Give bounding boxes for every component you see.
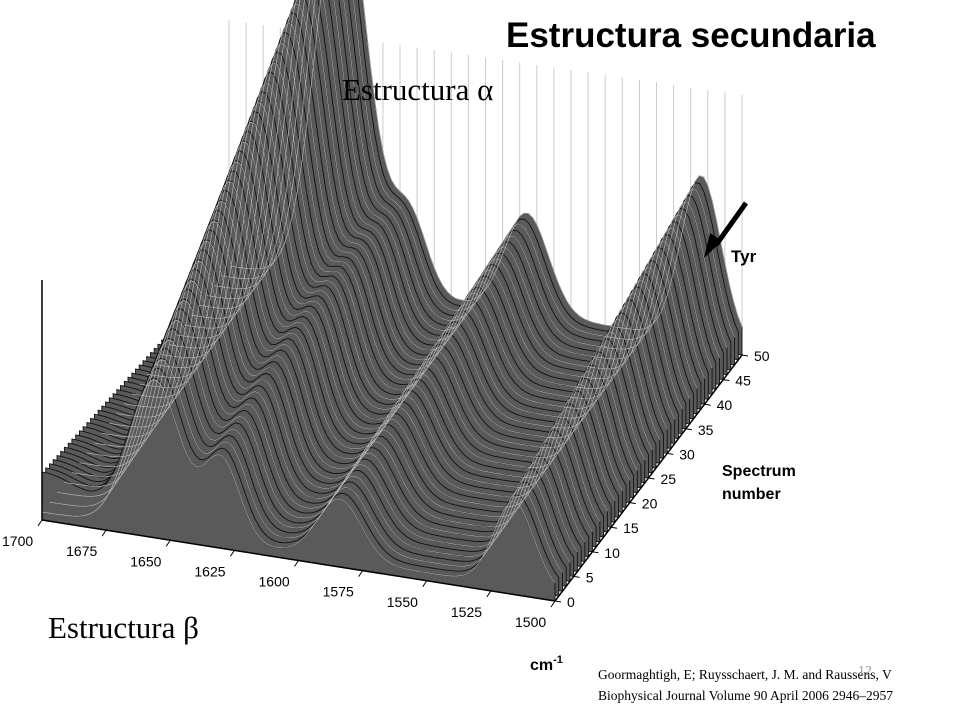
y-axis-label-line1: Spectrum [722, 463, 796, 480]
beta-structure-label: Estructura β [48, 610, 199, 645]
alpha-structure-label: Estructura α [342, 72, 494, 107]
y-tick-mark [592, 551, 599, 554]
x-tick-label: 1650 [130, 553, 161, 569]
x-tick-mark [37, 519, 43, 527]
spectrum-highlight [228, 0, 743, 330]
spectrum-highlight [191, 0, 705, 379]
x-tick-mark [550, 600, 556, 608]
citation: Goormaghtigh, E; Ruysschaert, J. M. and … [598, 664, 893, 706]
spectrum-highlight [49, 359, 563, 573]
spectrum-highlight [213, 0, 728, 350]
x-tick-label: 1600 [259, 574, 290, 590]
y-tick-mark [554, 600, 562, 603]
x-tick-label: 1500 [515, 614, 546, 630]
spectrum-highlight [176, 22, 690, 399]
x-axis-label: cm-1 [530, 654, 563, 674]
tyr-annotation: Tyr [731, 247, 757, 266]
y-tick-mark [704, 403, 711, 406]
y-tick-mark [611, 526, 618, 529]
y-tick-mark [685, 428, 692, 431]
y-tick-label: 35 [698, 422, 714, 438]
y-tick-mark [629, 502, 636, 505]
slide-title: Estructura secundaria [506, 16, 876, 55]
x-tick-label: 1625 [194, 563, 225, 579]
slide-number: 12 [858, 664, 872, 679]
x-tick-label: 1700 [2, 533, 33, 549]
y-tick-mark [741, 354, 749, 357]
y-tick-mark [667, 452, 674, 455]
y-tick-mark [723, 379, 730, 382]
tyr-arrow [704, 201, 749, 258]
x-tick-label: 1550 [387, 594, 418, 610]
y-tick-label: 20 [642, 496, 658, 512]
y-axis-label-line2: number [722, 486, 781, 503]
spectrum-highlight [56, 339, 571, 563]
x-axis-ticks: 1700 1675 1650 1625 1600 1575 1550 1525 1500 [2, 519, 556, 630]
citation-line-2: Biophysical Journal Volume 90 April 2006… [598, 688, 893, 703]
x-tick-mark [165, 539, 171, 547]
x-tick-label: 1575 [323, 584, 354, 600]
y-tick-label: 40 [717, 397, 733, 413]
x-tick-label: 1675 [66, 543, 97, 559]
spectrum-highlight [41, 379, 556, 583]
x-tick-mark [101, 529, 107, 537]
x-tick-mark [229, 550, 235, 557]
y-tick-label: 5 [586, 569, 594, 585]
spectra-surface [41, 0, 743, 602]
spectrum-highlight [79, 280, 593, 532]
y-tick-label: 30 [679, 446, 695, 462]
y-tick-label: 15 [623, 520, 639, 536]
y-tick-mark [573, 575, 580, 578]
x-tick-mark [358, 570, 364, 577]
x-tick-mark [294, 560, 299, 567]
y-tick-label: 50 [754, 348, 770, 364]
citation-line-1: Goormaghtigh, E; Ruysschaert, J. M. and … [598, 667, 892, 682]
spectrum-highlight [206, 0, 720, 360]
x-axis-label-exponent: -1 [553, 654, 563, 666]
spectrum-highlight [94, 240, 608, 512]
y-tick-mark [648, 477, 655, 480]
y-tick-label: 45 [735, 373, 751, 389]
x-tick-mark [422, 580, 428, 588]
x-tick-mark [486, 590, 492, 598]
x-tick-label: 1525 [451, 604, 482, 620]
y-tick-label: 0 [567, 594, 575, 610]
y-tick-label: 25 [661, 471, 677, 487]
spectrum-highlight [184, 2, 698, 389]
y-tick-label: 10 [604, 545, 620, 561]
